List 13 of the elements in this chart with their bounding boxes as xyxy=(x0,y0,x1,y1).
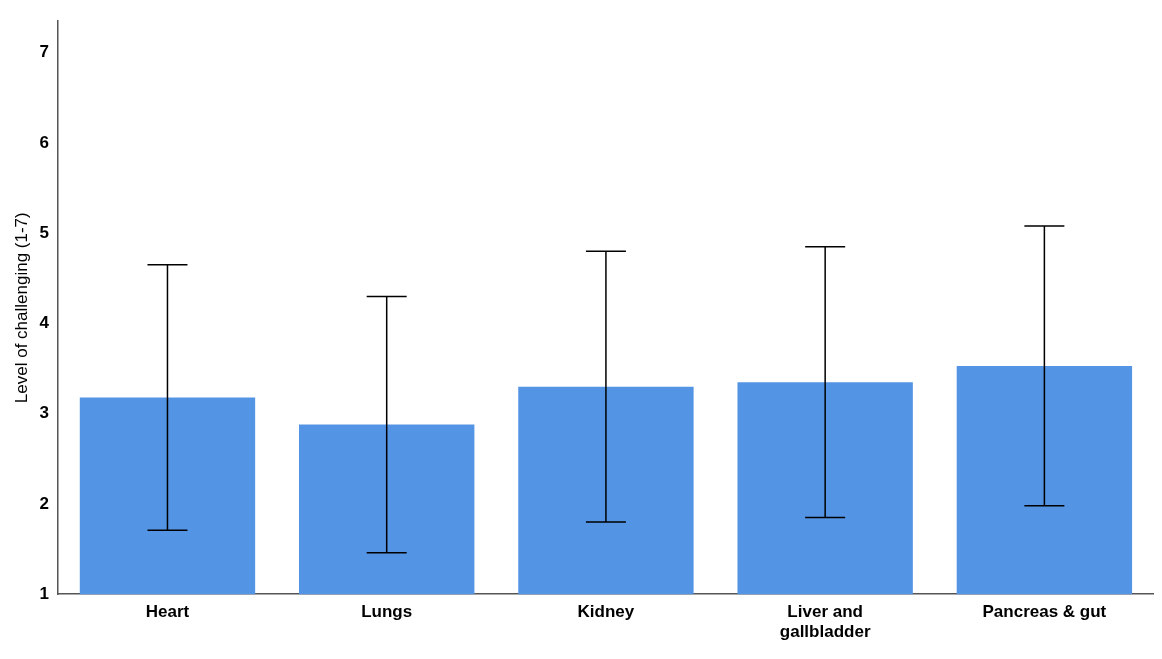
x-tick-label: Pancreas & gut xyxy=(982,602,1107,622)
y-axis-title: Level of challenging (1-7) xyxy=(11,212,31,404)
x-tick-label: Lungs xyxy=(361,602,413,622)
y-tick-label: 2 xyxy=(39,493,49,513)
x-tick-label: Heart xyxy=(145,602,190,622)
y-tick-label: 6 xyxy=(39,132,49,152)
x-tick-label: Liver and gallbladder xyxy=(779,602,871,642)
y-tick-label: 1 xyxy=(39,583,49,603)
y-tick-label: 4 xyxy=(39,313,50,333)
y-tick-label: 7 xyxy=(39,42,49,62)
x-tick-label: Kidney xyxy=(577,602,635,622)
y-tick-label: 5 xyxy=(39,222,49,242)
y-tick-label: 3 xyxy=(39,403,49,423)
